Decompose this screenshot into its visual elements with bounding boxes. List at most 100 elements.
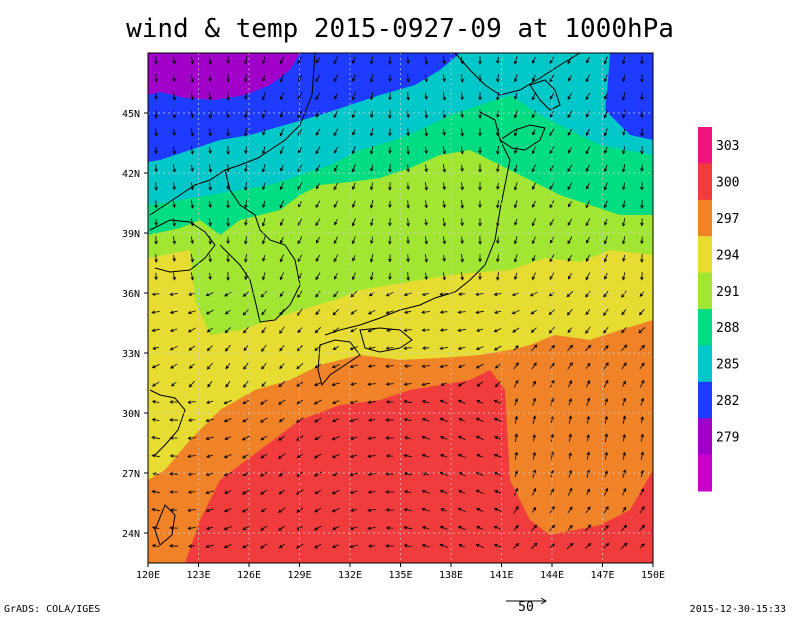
wind-vector [205,508,214,512]
wind-vector [567,236,573,245]
wind-vector [621,92,626,101]
wind-vector [406,128,410,137]
wind-vector [476,526,484,530]
wind-vector [424,164,428,173]
wind-vector [151,400,160,404]
wind-vector [313,453,322,459]
wind-vector [314,417,322,423]
wind-vector [585,524,592,532]
wind-vector [169,490,178,494]
wind-vector [172,146,176,155]
wind-vector [640,128,644,137]
wind-vector [241,489,250,495]
wind-vector [205,418,214,423]
colorbar-label: 291 [716,285,739,300]
wind-vector [496,200,500,209]
wind-vector [403,399,412,404]
wind-vector [493,417,502,422]
lon-label: 144E [540,570,564,581]
wind-vector [278,399,286,405]
wind-vector [349,400,358,405]
wind-vector [170,328,178,332]
wind-vector [206,345,213,352]
wind-vector [208,92,212,101]
wind-vector [261,110,266,119]
wind-vector [493,345,502,351]
wind-vector [585,290,591,298]
reference-vector [506,597,547,605]
wind-vector [622,74,626,83]
wind-vector [280,110,284,118]
wind-vector [241,507,250,513]
lon-label: 129E [287,570,311,581]
wind-vector [187,490,196,494]
wind-vector [332,418,340,423]
wind-vector [279,326,285,334]
wind-vector [494,363,501,369]
wind-vector [332,544,340,549]
wind-vector [476,381,484,387]
wind-vector [370,110,374,118]
wind-vector [604,487,609,496]
wind-vector [226,56,230,64]
wind-vector [261,92,266,101]
wind-vector [244,110,248,119]
wind-vector [567,254,573,262]
wind-vector [531,92,536,101]
wind-vector [315,254,321,262]
wind-vector [640,451,645,460]
wind-vector [460,146,464,155]
wind-vector [638,308,645,316]
wind-vector [297,128,303,136]
timestamp: 2015-12-30-15:33 [689,604,786,615]
wind-vector [567,218,573,226]
wind-vector [460,73,464,83]
wind-vector [475,310,484,314]
wind-vector [188,418,196,422]
wind-vector [223,544,232,549]
wind-vector [442,254,446,262]
wind-vector [621,309,627,316]
wind-vector [154,110,158,119]
wind-vector [475,346,484,351]
wind-vector [223,508,232,513]
wind-vector [352,182,356,190]
wind-vector [442,182,446,191]
wind-vector [206,454,214,458]
wind-vector [223,400,232,405]
wind-vector [514,397,518,406]
wind-vector [475,489,484,495]
wind-vector [296,471,304,477]
wind-vector [621,327,627,334]
wind-vector [406,92,410,101]
wind-vector [622,200,626,209]
wind-vector [475,435,484,440]
wind-vector [585,506,591,514]
wind-vector [640,146,644,155]
wind-vector [349,490,358,495]
wind-vector [388,146,392,155]
wind-vector [242,472,249,476]
wind-vector [604,470,608,478]
wind-vector [206,526,214,530]
wind-vector [296,489,304,495]
wind-vector [260,453,268,459]
wind-vector [603,236,608,245]
wind-vector [568,380,573,388]
wind-vector [514,470,518,478]
wind-vector [172,236,176,245]
wind-vector [296,543,304,549]
wind-vector [172,128,176,136]
wind-vector [334,93,338,100]
wind-vector [586,110,590,118]
wind-vector [296,417,304,423]
wind-vector [406,236,410,245]
wind-vector [316,110,320,118]
wind-vector [403,346,412,350]
wind-vector [333,291,339,298]
wind-vector [350,382,358,386]
wind-vector [640,218,644,227]
wind-vector [262,254,266,262]
wind-vector [278,543,285,549]
wind-vector [639,344,645,351]
